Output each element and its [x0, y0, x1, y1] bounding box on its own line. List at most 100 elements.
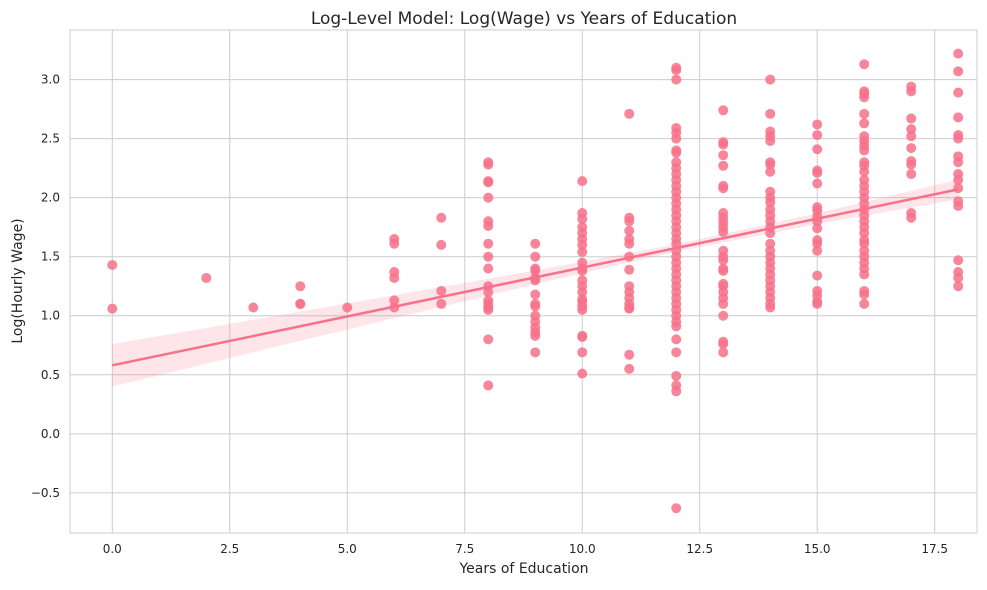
x-tick-label: 5.0: [338, 542, 357, 556]
data-point: [483, 263, 494, 274]
data-point: [859, 298, 870, 309]
data-point: [906, 124, 917, 135]
data-point: [953, 255, 964, 266]
data-point: [859, 166, 870, 177]
x-tick-labels: 0.0 2.5 5.0 7.5 10.0 12.5 15.0 17.5: [103, 542, 948, 556]
data-point: [859, 269, 870, 280]
data-point: [483, 287, 494, 298]
data-point: [671, 503, 682, 514]
data-point: [765, 108, 776, 119]
data-point: [953, 87, 964, 98]
data-point: [530, 289, 541, 300]
scatter-points: [107, 48, 964, 514]
y-tick-label: 2.5: [41, 132, 60, 146]
y-tick-label: 0.5: [41, 368, 60, 382]
data-point: [812, 238, 823, 249]
data-point: [859, 289, 870, 300]
data-point: [624, 349, 635, 360]
regression-line: [112, 188, 959, 367]
data-point: [107, 303, 118, 314]
data-point: [624, 238, 635, 249]
data-point: [812, 245, 823, 256]
data-point: [530, 251, 541, 262]
data-point: [530, 330, 541, 341]
data-point: [765, 302, 776, 313]
data-point: [906, 169, 917, 180]
data-point: [859, 228, 870, 239]
data-point: [765, 135, 776, 146]
data-point: [906, 159, 917, 170]
x-tick-label: 7.5: [455, 542, 474, 556]
data-point: [718, 183, 729, 194]
data-point: [624, 264, 635, 275]
data-point: [765, 238, 776, 249]
x-tick-label: 15.0: [804, 542, 831, 556]
data-point: [342, 302, 353, 313]
data-point: [577, 331, 588, 342]
data-point: [859, 145, 870, 156]
data-point: [718, 150, 729, 161]
data-point: [530, 301, 541, 312]
data-point: [765, 74, 776, 85]
data-point: [389, 272, 400, 283]
data-point: [295, 281, 306, 292]
y-tick-label: 3.0: [41, 73, 60, 87]
data-point: [577, 213, 588, 224]
data-point: [953, 112, 964, 123]
data-point: [624, 108, 635, 119]
data-point: [577, 304, 588, 315]
data-point: [906, 212, 917, 223]
data-point: [671, 370, 682, 381]
data-point: [436, 298, 447, 309]
data-point: [718, 339, 729, 350]
data-point: [436, 239, 447, 250]
x-tick-label: 12.5: [686, 542, 713, 556]
data-point: [953, 48, 964, 59]
data-point: [953, 66, 964, 77]
data-point: [389, 238, 400, 249]
data-point: [671, 65, 682, 76]
y-tick-labels: −0.5 0.0 0.5 1.0 1.5 2.0 2.5 3.0: [31, 73, 60, 500]
x-tick-label: 10.0: [569, 542, 596, 556]
data-point: [483, 238, 494, 249]
y-tick-label: −0.5: [31, 486, 60, 500]
data-point: [577, 246, 588, 257]
data-point: [624, 363, 635, 374]
data-point: [718, 310, 729, 321]
data-point: [483, 159, 494, 170]
data-point: [624, 303, 635, 314]
data-point: [718, 265, 729, 276]
data-point: [483, 334, 494, 345]
data-point: [718, 255, 729, 266]
data-point: [248, 302, 259, 313]
data-point: [906, 86, 917, 97]
data-point: [530, 265, 541, 276]
data-point: [577, 368, 588, 379]
data-point: [765, 166, 776, 177]
data-point: [577, 347, 588, 358]
data-point: [483, 221, 494, 232]
data-point: [483, 177, 494, 188]
data-point: [718, 347, 729, 358]
chart-title: Log-Level Model: Log(Wage) vs Years of E…: [311, 9, 737, 29]
data-point: [859, 118, 870, 129]
grid-lines: [70, 30, 977, 533]
data-point: [577, 239, 588, 250]
data-point: [812, 223, 823, 234]
data-point: [906, 131, 917, 142]
y-tick-label: 1.5: [41, 250, 60, 264]
data-point: [671, 133, 682, 144]
data-point: [624, 216, 635, 227]
data-point: [530, 238, 541, 249]
data-point: [859, 108, 870, 119]
data-point: [577, 176, 588, 187]
data-point: [671, 386, 682, 397]
data-point: [812, 167, 823, 178]
data-point: [483, 251, 494, 262]
data-point: [859, 59, 870, 70]
x-tick-label: 17.5: [921, 542, 948, 556]
data-point: [201, 272, 212, 283]
data-point: [436, 212, 447, 223]
data-point: [718, 298, 729, 309]
